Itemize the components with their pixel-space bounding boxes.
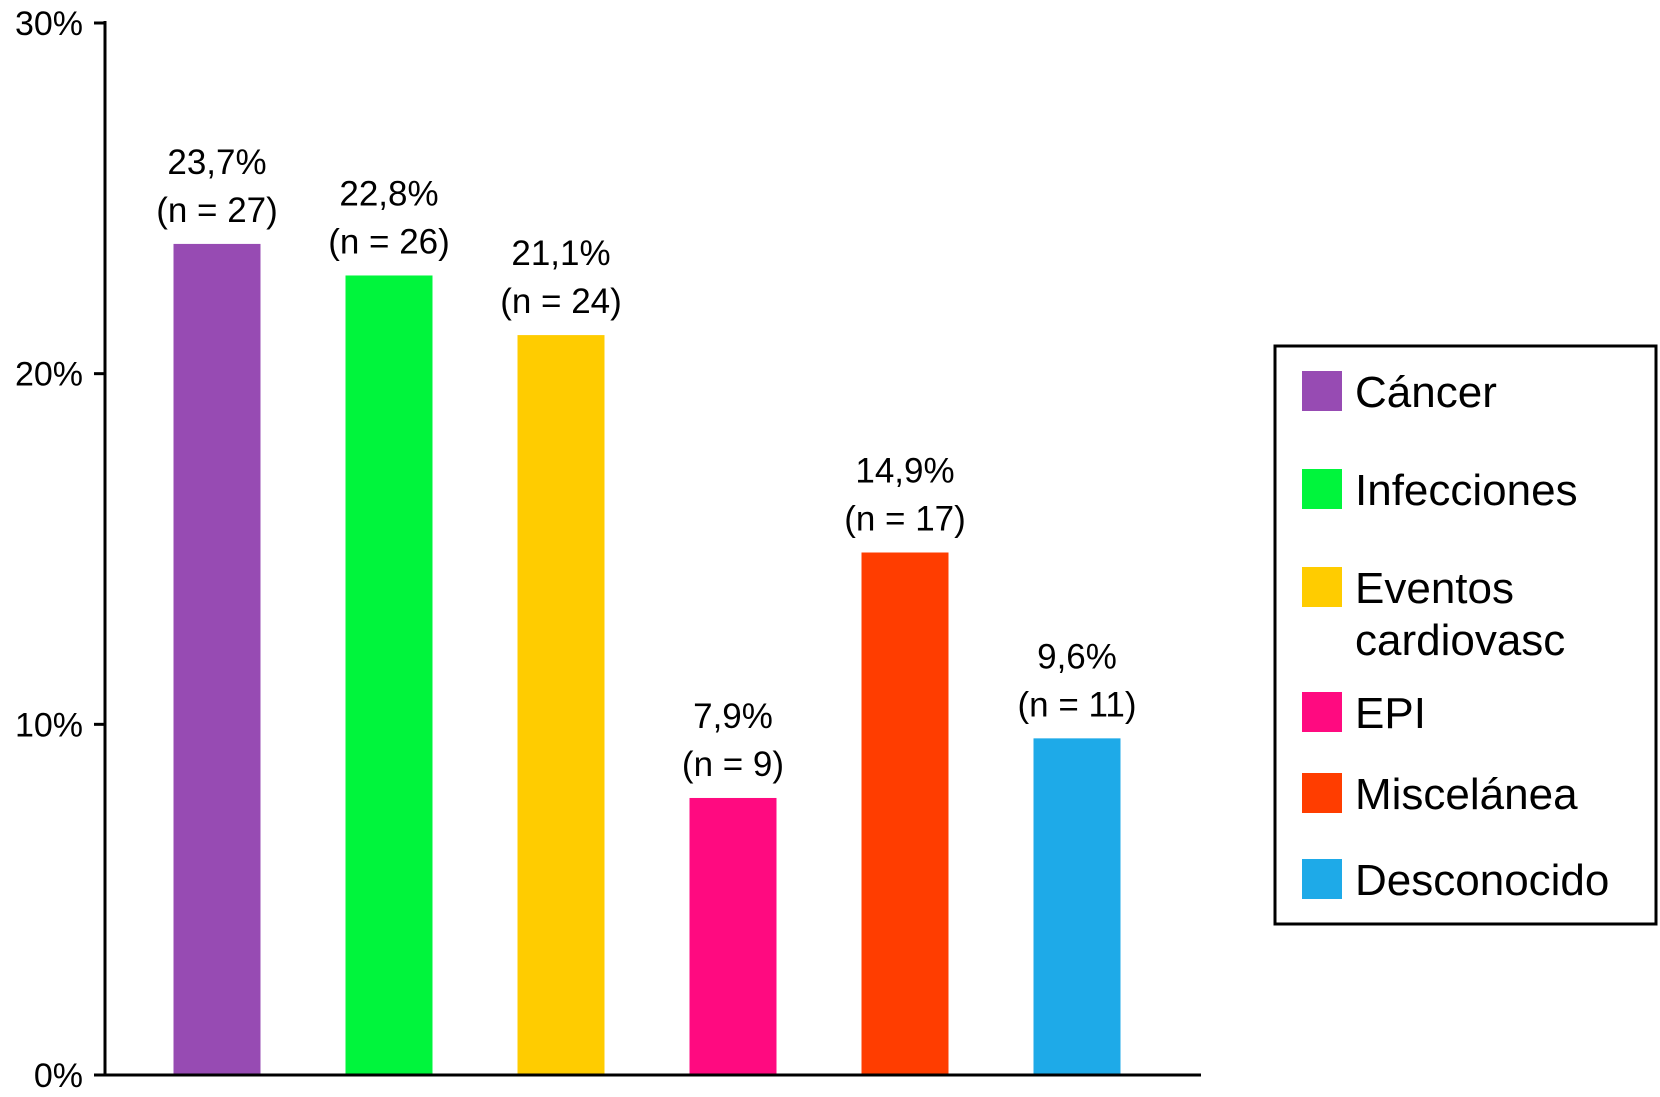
bar (173, 243, 261, 1076)
bars (173, 243, 1121, 1076)
legend-label: Infecciones (1355, 466, 1578, 515)
y-tick-label: 20% (15, 356, 83, 394)
legend-label: EPI (1355, 689, 1426, 738)
y-tick-label: 0% (34, 1057, 83, 1095)
bar-data-label: (n = 11) (1018, 685, 1137, 724)
data-labels: 23,7% (n = 27) 22,8% (n = 26) 21,1% (n = 24) 7… (156, 143, 1136, 784)
bar (1033, 738, 1121, 1075)
bar-data-label: (n = 27) (156, 191, 278, 230)
bar-data-label: 7,9% (693, 697, 773, 736)
bar-data-label: 22,8% (339, 174, 438, 213)
bar-data-label: 9,6% (1037, 637, 1117, 676)
y-tick-label: 10% (15, 706, 83, 744)
legend-swatch (1302, 692, 1342, 732)
bar-data-label: 14,9% (855, 452, 954, 491)
legend-label: Miscelánea (1355, 770, 1578, 819)
bar (517, 335, 605, 1075)
bar-data-label: (n = 26) (328, 222, 450, 261)
legend-box (1273, 344, 1658, 926)
bar-data-label: (n = 9) (682, 745, 784, 784)
bar-data-label: 23,7% (167, 143, 266, 182)
bar (689, 797, 777, 1075)
legend-swatch (1302, 469, 1342, 509)
legend-label: Cáncer (1355, 368, 1497, 417)
bar (345, 275, 433, 1076)
y-axis-ticks: 0% 10% 20% 30% (15, 5, 105, 1095)
y-tick-label: 30% (15, 5, 83, 43)
bar (861, 552, 949, 1075)
legend-swatch (1302, 859, 1342, 899)
legend-label: cardiovasc (1355, 616, 1565, 665)
legend-label: Desconocido (1355, 856, 1609, 905)
legend-swatch (1302, 567, 1342, 607)
bar-data-label: 21,1% (511, 234, 610, 273)
legend-swatch (1302, 773, 1342, 813)
legend-swatch (1302, 371, 1342, 411)
legend-label: Eventos (1355, 564, 1514, 613)
bar-data-label: (n = 24) (500, 282, 622, 321)
bar-data-label: (n = 17) (844, 500, 966, 539)
